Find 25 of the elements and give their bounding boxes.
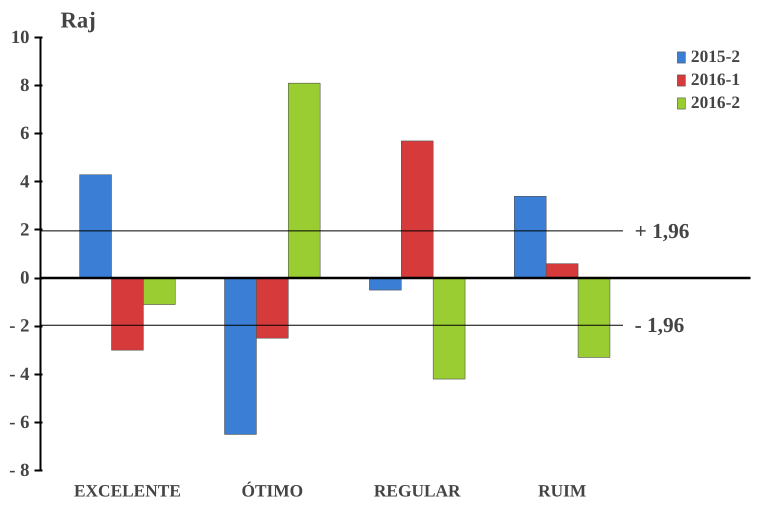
y-tick-label: - 4 bbox=[9, 364, 30, 385]
x-tick-label: EXCELENTE bbox=[74, 482, 181, 500]
bar bbox=[288, 82, 320, 278]
legend-label: 2015-2 bbox=[690, 47, 740, 67]
y-tick-label: 6 bbox=[20, 123, 30, 144]
y-tick-label: 2 bbox=[20, 219, 30, 240]
legend-label: 2016-2 bbox=[690, 93, 740, 113]
ref-line-label: + 1,96 bbox=[634, 218, 690, 243]
x-tick-label: RUIM bbox=[538, 482, 586, 500]
bar bbox=[432, 278, 466, 380]
y-tick-label: 4 bbox=[20, 171, 30, 192]
y-axis-title: Raj bbox=[60, 8, 96, 32]
y-tick-label: - 2 bbox=[9, 316, 30, 337]
bar bbox=[79, 174, 112, 278]
x-tick-label: REGULAR bbox=[374, 482, 462, 500]
bar bbox=[578, 278, 610, 358]
y-tick-label: 0 bbox=[20, 268, 30, 289]
ref-line-label: - 1,96 bbox=[634, 313, 685, 338]
x-tick-label: ÓTIMO bbox=[242, 482, 304, 500]
y-tick-label: - 6 bbox=[9, 412, 30, 433]
y-tick-label: - 8 bbox=[9, 460, 30, 481]
legend-label: 2016-1 bbox=[690, 70, 740, 90]
y-tick-label: 8 bbox=[20, 75, 30, 96]
bar bbox=[400, 140, 434, 278]
y-tick-label: 10 bbox=[10, 27, 30, 48]
